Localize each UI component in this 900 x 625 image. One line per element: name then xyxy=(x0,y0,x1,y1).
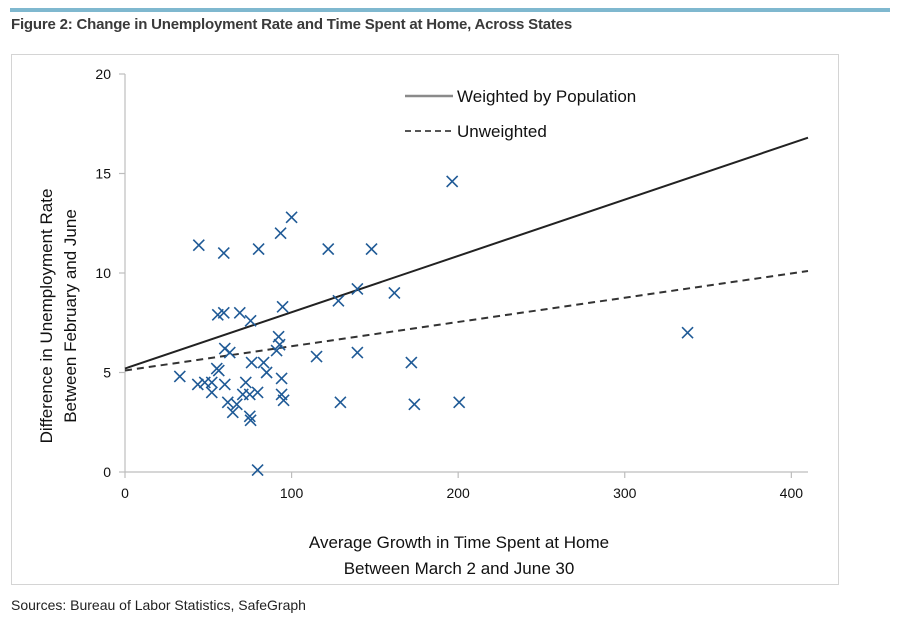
trend-lines xyxy=(124,136,809,372)
y-tick-label: 15 xyxy=(95,166,111,182)
data-point xyxy=(310,350,323,363)
x-axis-title-line1: Average Growth in Time Spent at Home xyxy=(309,533,609,552)
data-point xyxy=(212,364,225,377)
data-point xyxy=(446,175,459,188)
data-point xyxy=(351,346,364,359)
data-point xyxy=(388,286,401,299)
weighted-fit-line xyxy=(124,136,809,370)
data-point xyxy=(205,386,218,399)
data-point xyxy=(275,372,288,385)
data-point xyxy=(192,239,205,252)
data-point xyxy=(251,386,264,399)
data-point xyxy=(277,394,290,407)
header-accent-bar xyxy=(10,8,890,12)
x-tick-label: 300 xyxy=(613,485,637,501)
chart-frame xyxy=(11,54,839,585)
x-tick-label: 0 xyxy=(121,485,129,501)
data-point xyxy=(351,282,364,295)
data-point xyxy=(223,346,236,359)
data-point xyxy=(233,306,246,319)
data-point xyxy=(334,396,347,409)
y-tick-label: 5 xyxy=(103,365,111,381)
data-point xyxy=(408,398,421,411)
data-point xyxy=(218,378,231,391)
source-note: Sources: Bureau of Labor Statistics, Saf… xyxy=(11,597,306,613)
data-point xyxy=(243,388,256,401)
x-tick-label: 100 xyxy=(280,485,304,501)
data-point xyxy=(365,243,378,256)
data-point xyxy=(274,227,287,240)
data-point xyxy=(217,306,230,319)
y-axis-title-line2: Between February and June xyxy=(61,209,80,423)
data-point xyxy=(270,344,283,357)
data-point xyxy=(405,356,418,369)
x-axis-title-line2: Between March 2 and June 30 xyxy=(344,559,575,578)
data-point xyxy=(226,406,239,419)
data-point xyxy=(230,398,243,411)
data-point xyxy=(276,300,289,313)
data-point xyxy=(332,294,345,307)
y-axis-title-line1: Difference in Unemployment Rate xyxy=(37,189,56,444)
data-point xyxy=(205,376,218,389)
x-tick-label: 400 xyxy=(780,485,804,501)
data-point xyxy=(244,314,257,327)
x-tick-label: 200 xyxy=(446,485,470,501)
data-point xyxy=(272,330,285,343)
data-point xyxy=(245,356,258,369)
legend-label-weighted: Weighted by Population xyxy=(457,87,636,106)
data-point xyxy=(322,243,335,256)
data-point xyxy=(285,211,298,224)
data-point xyxy=(244,414,257,427)
data-points xyxy=(173,175,694,477)
data-point xyxy=(191,378,204,391)
data-point xyxy=(173,370,186,383)
figure-title: Figure 2: Change in Unemployment Rate an… xyxy=(11,16,572,33)
data-point xyxy=(217,247,230,260)
data-point xyxy=(239,376,252,389)
data-point xyxy=(252,243,265,256)
data-point xyxy=(257,356,270,369)
data-point xyxy=(251,463,264,477)
data-point xyxy=(681,326,694,339)
data-point xyxy=(453,396,466,409)
legend-label-unweighted: Unweighted xyxy=(457,122,547,141)
y-tick-label: 20 xyxy=(95,66,111,82)
legend: Weighted by Population Unweighted xyxy=(405,87,636,141)
data-point xyxy=(260,366,273,379)
data-point xyxy=(243,410,256,423)
y-tick-label: 0 xyxy=(103,464,111,480)
y-tick-label: 10 xyxy=(95,265,111,281)
